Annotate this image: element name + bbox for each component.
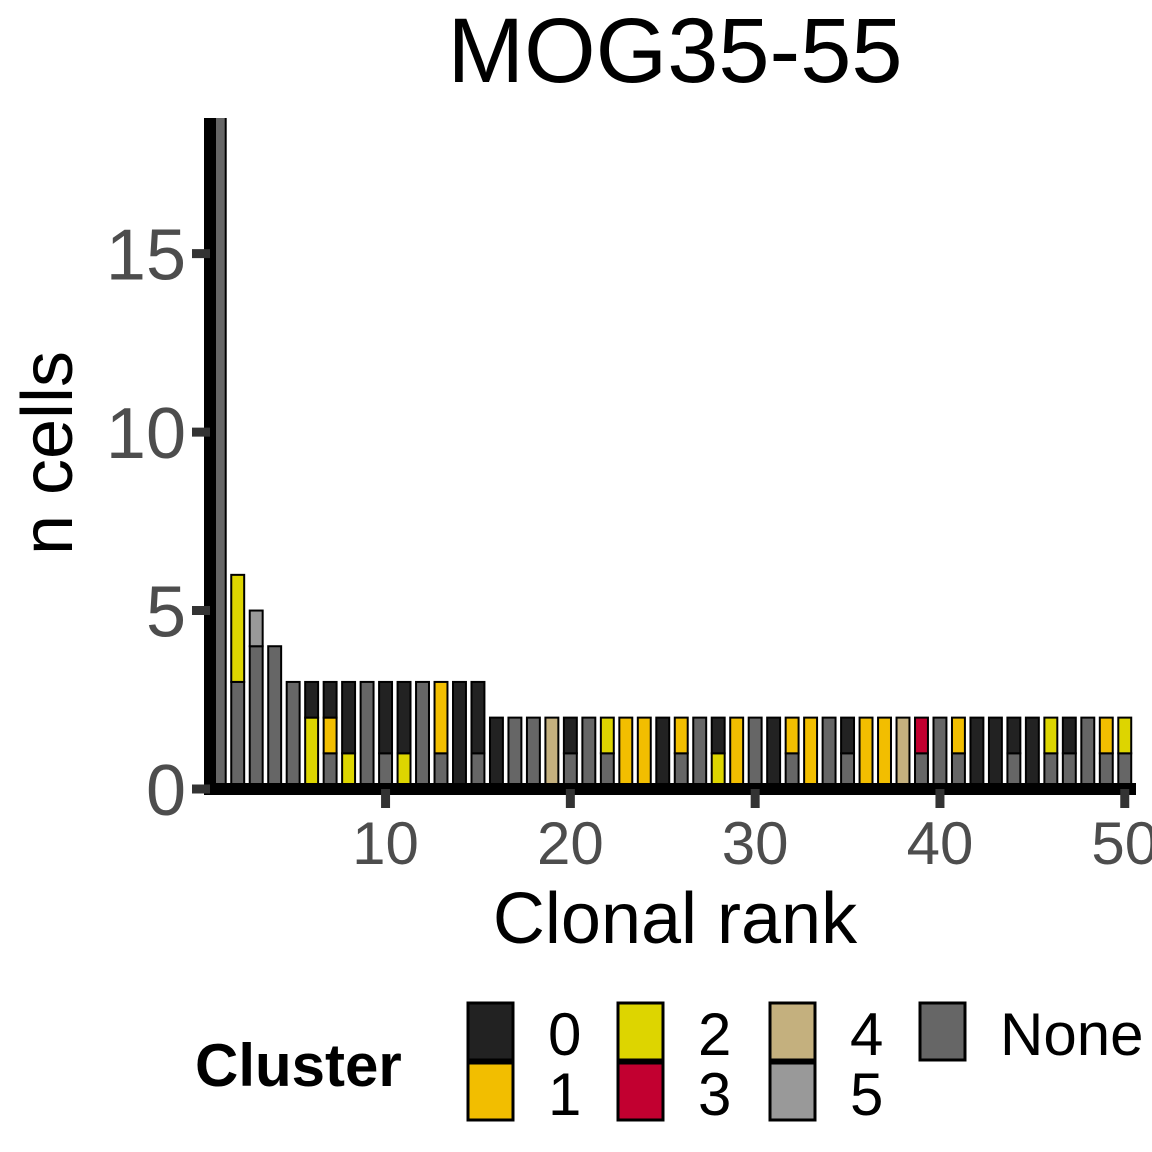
bar-rank-23-cluster-1 <box>618 716 634 789</box>
legend: 01 23 45 None <box>466 1001 1143 1128</box>
bar-rank-21-cluster-None <box>581 716 597 789</box>
bar-rank-7-cluster-1 <box>322 716 338 755</box>
y-tick-label: 15 <box>106 216 186 296</box>
y-tick-label: 10 <box>106 394 186 474</box>
bar-rank-10-cluster-0 <box>378 680 394 755</box>
bar-rank-2-cluster-None <box>230 680 246 789</box>
legend-title: Cluster <box>195 1032 402 1099</box>
bar-rank-6-cluster-2 <box>304 716 320 789</box>
bar-rank-37-cluster-1 <box>877 716 892 789</box>
bar-rank-8-cluster-0 <box>341 680 357 755</box>
bar-rank-3-cluster-5 <box>248 609 264 648</box>
bar-rank-27-cluster-None <box>692 716 708 789</box>
bar-rank-48-cluster-None <box>1080 716 1096 789</box>
legend-key-5 <box>768 1061 817 1122</box>
bar-rank-35-cluster-0 <box>840 716 856 755</box>
bar-rank-19-cluster-4 <box>544 716 560 789</box>
legend-key-0 <box>466 1001 515 1062</box>
bar-rank-25-cluster-0 <box>655 716 671 789</box>
bar-rank-16-cluster-0 <box>488 716 504 789</box>
x-ticks: 10 20 30 40 50 <box>352 789 1152 877</box>
y-axis-title: n cells <box>8 351 88 555</box>
legend-key-2 <box>616 1001 665 1062</box>
bar-rank-44-cluster-0 <box>1006 716 1022 755</box>
bar-rank-28-cluster-0 <box>710 716 726 755</box>
bar-rank-29-cluster-1 <box>729 716 745 789</box>
bar-rank-15-cluster-0 <box>470 680 486 755</box>
legend-label-0: 0 <box>548 1001 581 1068</box>
x-tick-label: 40 <box>907 810 974 877</box>
legend-key-3 <box>616 1061 665 1122</box>
bar-rank-36-cluster-1 <box>858 716 874 789</box>
bar-rank-20-cluster-0 <box>562 716 578 755</box>
bar-rank-50-cluster-2 <box>1117 716 1133 755</box>
legend-key-4 <box>768 1001 817 1062</box>
bar-rank-2-cluster-2 <box>230 573 246 683</box>
y-tick-label: 5 <box>146 573 186 653</box>
bar-rank-7-cluster-0 <box>322 680 338 719</box>
bar-rank-14-cluster-0 <box>452 680 467 789</box>
bar-rank-43-cluster-0 <box>987 716 1003 789</box>
bar-rank-5-cluster-None <box>285 680 301 789</box>
legend-label-1: 1 <box>548 1061 581 1128</box>
bar-rank-12-cluster-None <box>415 680 430 789</box>
bars-layer <box>211 118 1133 789</box>
bar-rank-17-cluster-None <box>507 716 523 789</box>
bar-rank-11-cluster-0 <box>396 680 412 755</box>
bar-rank-30-cluster-None <box>747 716 763 789</box>
bar-rank-6-cluster-0 <box>304 680 320 719</box>
legend-key-1 <box>466 1061 515 1122</box>
x-tick-label: 20 <box>537 810 604 877</box>
bar-rank-24-cluster-1 <box>636 716 652 789</box>
legend-label-4: 4 <box>850 1001 883 1068</box>
chart-title: MOG35-55 <box>447 0 902 102</box>
bar-rank-18-cluster-None <box>525 716 541 789</box>
bar-rank-13-cluster-1 <box>433 680 449 755</box>
bar-rank-47-cluster-0 <box>1061 716 1077 755</box>
bar-rank-9-cluster-None <box>359 680 375 789</box>
x-tick-label: 30 <box>722 810 789 877</box>
bar-rank-22-cluster-2 <box>599 716 615 755</box>
x-tick-label: 50 <box>1091 810 1152 877</box>
legend-label-None: None <box>1000 1001 1143 1068</box>
y-ticks: 0 5 10 15 <box>106 216 210 831</box>
legend-label-5: 5 <box>850 1061 883 1128</box>
x-tick-label: 10 <box>352 810 419 877</box>
legend-key-None <box>918 1001 967 1062</box>
legend-label-2: 2 <box>698 1001 731 1068</box>
y-tick-label: 0 <box>146 751 186 831</box>
bar-rank-41-cluster-1 <box>950 716 966 755</box>
bar-rank-4-cluster-None <box>267 645 283 789</box>
bar-rank-34-cluster-None <box>821 716 837 789</box>
bar-rank-31-cluster-0 <box>766 716 782 789</box>
bar-rank-26-cluster-1 <box>673 716 689 755</box>
bar-rank-33-cluster-1 <box>803 716 819 789</box>
legend-label-3: 3 <box>698 1061 731 1128</box>
bar-rank-40-cluster-None <box>932 716 948 789</box>
bar-rank-45-cluster-0 <box>1024 716 1040 789</box>
bar-rank-39-cluster-3 <box>914 716 929 755</box>
bar-rank-38-cluster-4 <box>895 716 911 789</box>
bar-rank-46-cluster-2 <box>1043 716 1059 755</box>
bar-rank-3-cluster-None <box>248 645 264 789</box>
x-axis-title: Clonal rank <box>493 879 858 959</box>
bar-rank-42-cluster-0 <box>969 716 985 789</box>
bar-rank-32-cluster-1 <box>784 716 800 755</box>
bar-rank-49-cluster-1 <box>1098 716 1114 755</box>
